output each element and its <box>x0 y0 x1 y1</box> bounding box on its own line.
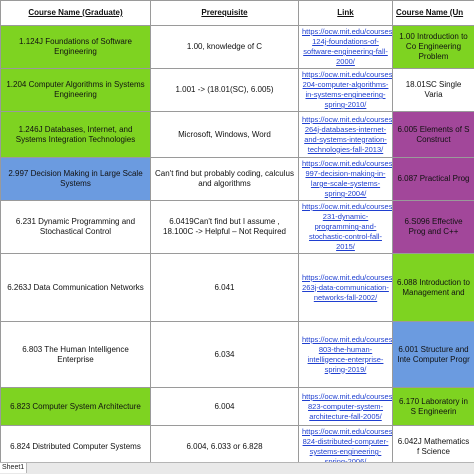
header-prerequisite[interactable]: Prerequisite <box>150 0 299 26</box>
cell-link[interactable]: https://ocw.mit.edu/courses/6-263j-data-… <box>298 253 393 322</box>
cell-course-graduate[interactable]: 1.124J Foundations of Software Engineeri… <box>0 25 151 69</box>
cell-course-graduate[interactable]: 6.231 Dynamic Programming and Stochastic… <box>0 200 151 254</box>
cell-course-undergraduate[interactable]: 6.170 Laboratory in S Engineerin <box>392 387 474 426</box>
table-row: 6.824 Distributed Computer Systems 6.004,… <box>0 425 474 469</box>
table-row: 6.263J Data Communication Networks 6.041 h… <box>0 253 474 322</box>
cell-link[interactable]: https://ocw.mit.edu/courses/2-997-decisi… <box>298 157 393 201</box>
cell-link[interactable]: https://ocw.mit.edu/courses/6-231-dynami… <box>298 200 393 254</box>
cell-link[interactable]: https://ocw.mit.edu/courses/6-823-comput… <box>298 387 393 426</box>
table-row: 6.803 The Human Intelligence Enterprise 6… <box>0 321 474 388</box>
table-row: 2.997 Decision Making in Large Scale Sys… <box>0 157 474 201</box>
cell-course-graduate[interactable]: 1.246J Databases, Internet, and Systems … <box>0 111 151 158</box>
cell-link[interactable]: https://ocw.mit.edu/courses/6-824-distri… <box>298 425 393 469</box>
cell-prerequisite[interactable]: 1.00, knowledge of C <box>150 25 299 69</box>
cell-link[interactable]: https://ocw.mit.edu/courses/1-204-comput… <box>298 68 393 112</box>
cell-prerequisite[interactable]: 6.0419Can't find but I assume , 18.100C … <box>150 200 299 254</box>
cell-prerequisite[interactable]: 6.004 <box>150 387 299 426</box>
cell-course-undergraduate[interactable]: 1.00 Introduction to Co Engineering Prob… <box>392 25 474 69</box>
cell-link[interactable]: https://ocw.mit.edu/courses/6-803-the-hu… <box>298 321 393 388</box>
cell-course-graduate[interactable]: 6.263J Data Communication Networks <box>0 253 151 322</box>
table-row: 1.124J Foundations of Software Engineeri… <box>0 25 474 69</box>
cell-link[interactable]: https://ocw.mit.edu/courses/1-264j-datab… <box>298 111 393 158</box>
header-row: Course Name (Graduate) Prerequisite Link… <box>0 0 474 26</box>
cell-prerequisite[interactable]: Microsoft, Windows, Word <box>150 111 299 158</box>
header-course-graduate[interactable]: Course Name (Graduate) <box>0 0 151 26</box>
table-row: 6.231 Dynamic Programming and Stochastic… <box>0 200 474 254</box>
cell-course-undergraduate[interactable]: 6.087 Practical Prog <box>392 157 474 201</box>
table-row: 6.823 Computer System Architecture 6.004 h… <box>0 387 474 426</box>
cell-course-undergraduate[interactable]: 18.01SC Single Varia <box>392 68 474 112</box>
cell-course-undergraduate[interactable]: 6.042J Mathematics f Science <box>392 425 474 469</box>
cell-prerequisite[interactable]: Can't find but probably coding, calculus… <box>150 157 299 201</box>
cell-prerequisite[interactable]: 1.001 -> (18.01(SC), 6.005) <box>150 68 299 112</box>
header-link[interactable]: Link <box>298 0 393 26</box>
cell-course-graduate[interactable]: 1.204 Computer Algorithms in Systems Eng… <box>0 68 151 112</box>
cell-course-graduate[interactable]: 6.823 Computer System Architecture <box>0 387 151 426</box>
table-row: 1.204 Computer Algorithms in Systems Eng… <box>0 68 474 112</box>
header-course-undergraduate[interactable]: Course Name (Un <box>392 0 474 26</box>
cell-course-graduate[interactable]: 6.824 Distributed Computer Systems <box>0 425 151 469</box>
sheet-tab-sheet1[interactable]: Sheet1 <box>0 463 28 473</box>
cell-prerequisite[interactable]: 6.041 <box>150 253 299 322</box>
cell-course-undergraduate[interactable]: 6.001 Structure and Inte Computer Progr <box>392 321 474 388</box>
cell-course-graduate[interactable]: 6.803 The Human Intelligence Enterprise <box>0 321 151 388</box>
cell-course-undergraduate[interactable]: 6.005 Elements of S Construct <box>392 111 474 158</box>
cell-course-undergraduate[interactable]: 6.S096 Effective Prog and C++ <box>392 200 474 254</box>
cell-link[interactable]: https://ocw.mit.edu/courses/1-124j-found… <box>298 25 393 69</box>
cell-course-undergraduate[interactable]: 6.088 Introduction to Management and <box>392 253 474 322</box>
cell-prerequisite[interactable]: 6.034 <box>150 321 299 388</box>
sheet-tab-bar: Sheet1 <box>0 462 474 474</box>
table-row: 1.246J Databases, Internet, and Systems … <box>0 111 474 158</box>
cell-course-graduate[interactable]: 2.997 Decision Making in Large Scale Sys… <box>0 157 151 201</box>
